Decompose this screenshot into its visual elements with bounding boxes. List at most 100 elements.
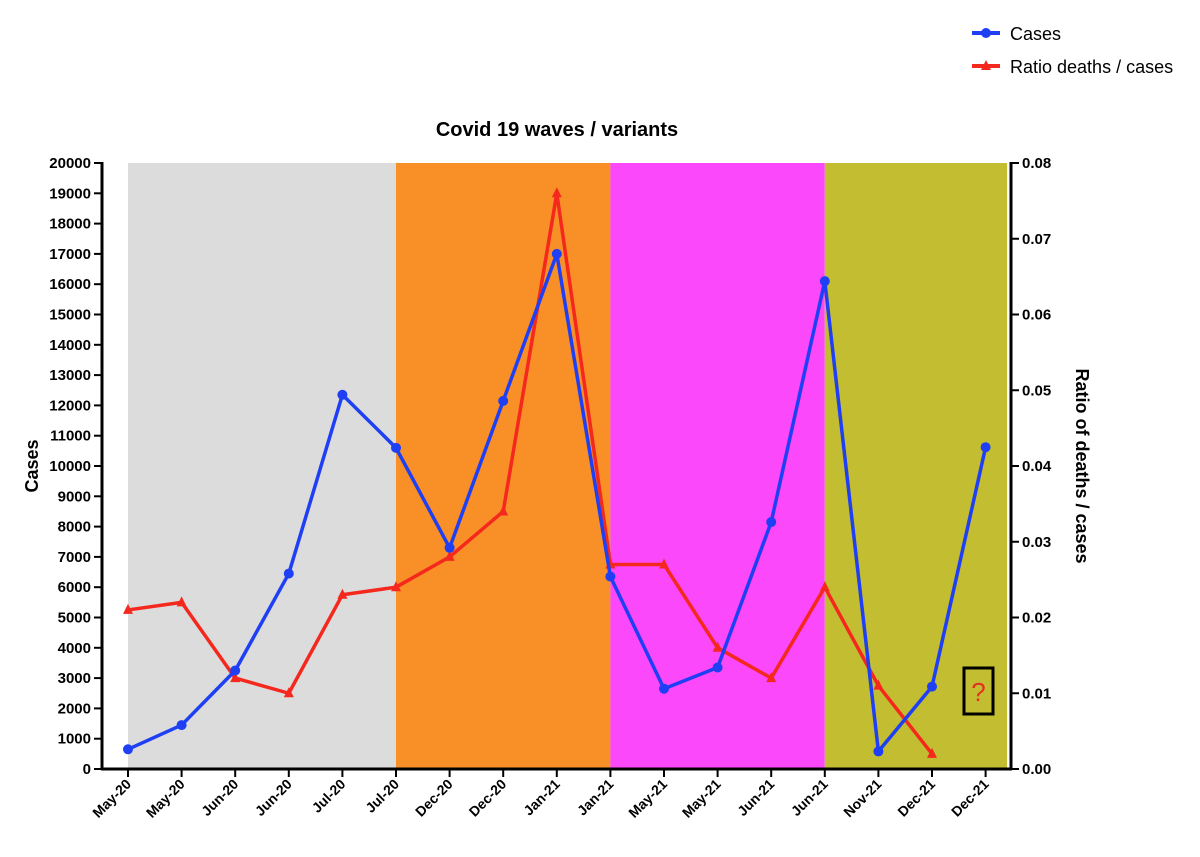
ratio-point	[391, 581, 401, 592]
y-tick-label: 12000	[49, 397, 91, 414]
y-tick-label: 20000	[49, 155, 91, 172]
y-tick-label: 16000	[49, 276, 91, 293]
cases-point	[230, 665, 241, 676]
cases-point	[444, 542, 455, 553]
cases-point	[712, 662, 723, 673]
cases-point	[605, 571, 616, 582]
legend-label-cases: Cases	[1010, 24, 1061, 44]
x-tick-label: Jun-20	[252, 776, 295, 819]
wave-band-3	[610, 163, 825, 769]
y2-tick-label: 0.01	[1022, 685, 1051, 702]
ratio-point	[927, 747, 937, 758]
ratio-point	[659, 558, 669, 569]
y-tick-label: 0	[83, 761, 91, 778]
ratio-point	[551, 187, 562, 198]
cases-point	[337, 389, 348, 400]
y2-tick-label: 0.02	[1022, 610, 1051, 627]
series-line-ratio	[127, 191, 934, 755]
wave-band-2	[396, 163, 611, 769]
question-annotation: ?	[962, 666, 995, 716]
legend-item-ratio: Ratio deaths / cases	[972, 57, 1173, 77]
y-tick-label: 3000	[58, 670, 91, 687]
cases-point	[766, 517, 777, 528]
cases-point	[819, 276, 830, 287]
x-tick-label: Jun-21	[734, 776, 777, 819]
annotation-text: ?	[971, 677, 985, 707]
x-tick-label: Jan-21	[574, 776, 617, 819]
ratio-point	[498, 505, 509, 516]
cases-series	[123, 248, 991, 757]
cases-point	[391, 442, 401, 453]
y-tick-label: 2000	[58, 700, 91, 717]
ratio-point	[176, 596, 187, 607]
x-tick-label: Jul-20	[362, 776, 402, 816]
x-tick-label: Jun-21	[788, 776, 831, 819]
y2-axis-title: Ratio of deaths / cases	[1072, 368, 1092, 563]
x-tick-label: Jun-20	[198, 776, 241, 819]
y-tick-label: 8000	[58, 519, 91, 536]
chart-title: Covid 19 waves / variants	[436, 119, 678, 141]
ratio-point	[444, 550, 455, 561]
wave-bands	[128, 163, 1008, 769]
x-tick-label: Dec-20	[466, 776, 510, 820]
annotation-box	[962, 666, 995, 716]
ratio-point	[819, 581, 830, 592]
ratio-series	[123, 187, 937, 758]
y-tick-label: 15000	[49, 307, 91, 324]
ratio-point	[712, 641, 723, 652]
y-tick-label: 11000	[50, 428, 91, 445]
legend: Cases Ratio deaths / cases	[972, 24, 1173, 77]
y-tick-label: 1000	[58, 731, 91, 748]
cases-point	[927, 681, 937, 692]
cases-point	[551, 248, 562, 259]
y2-tick-label: 0.04	[1022, 458, 1052, 475]
x-tick-label: Jul-20	[309, 776, 349, 816]
legend-marker-cases	[981, 28, 991, 38]
x-tick-label: Jan-21	[520, 776, 563, 819]
y-tick-label: 13000	[49, 367, 91, 384]
right-axis-ticks: 0.00 0.01 0.02 0.03 0.04 0.05 0.06 0.07 0.08	[1011, 155, 1052, 778]
y2-tick-label: 0.06	[1022, 307, 1051, 324]
cases-point	[176, 720, 187, 731]
x-tick-label: Nov-21	[840, 776, 884, 820]
legend-label-ratio: Ratio deaths / cases	[1010, 57, 1173, 77]
y-tick-label: 9000	[58, 488, 91, 505]
cases-point	[873, 746, 884, 757]
left-axis-ticks: 0 1000 2000 3000 4000 5000 6000 7000 8000 9000 100…	[49, 155, 102, 778]
y-axis-title: Cases	[22, 439, 42, 492]
y-tick-label: 18000	[49, 216, 91, 233]
x-tick-label: May-21	[679, 776, 724, 821]
x-tick-label: Dec-21	[894, 776, 938, 820]
ratio-point	[337, 588, 348, 599]
x-tick-label: May-20	[89, 776, 134, 821]
x-tick-label: Dec-20	[412, 776, 456, 820]
y-tick-label: 6000	[58, 579, 91, 596]
ratio-point	[230, 672, 241, 683]
ratio-point	[873, 679, 884, 690]
y-tick-label: 14000	[49, 337, 91, 354]
y2-tick-label: 0.00	[1022, 761, 1051, 778]
legend-marker-ratio	[981, 60, 991, 70]
wave-band-1	[128, 163, 396, 769]
y-tick-label: 7000	[58, 549, 91, 566]
y2-tick-label: 0.03	[1022, 534, 1051, 551]
y-tick-label: 4000	[58, 640, 91, 657]
cases-point	[283, 568, 294, 579]
y-tick-label: 17000	[49, 246, 91, 263]
x-tick-label: May-21	[625, 776, 670, 821]
x-axis-ticks: May-20 May-20 Jun-20 Jun-20 Jul-20 Jul-20 Dec-…	[89, 769, 992, 821]
ratio-point	[283, 687, 294, 698]
ratio-point	[766, 672, 777, 683]
cases-point	[980, 442, 991, 453]
y2-tick-label: 0.08	[1022, 155, 1051, 172]
ratio-point	[123, 603, 133, 614]
cases-point	[123, 744, 133, 755]
y-tick-label: 10000	[49, 458, 91, 475]
y2-tick-label: 0.07	[1022, 231, 1051, 248]
cases-point	[659, 683, 669, 694]
y-tick-label: 5000	[58, 610, 91, 627]
cases-point	[498, 395, 509, 406]
x-tick-label: May-20	[143, 776, 188, 821]
legend-item-cases: Cases	[972, 24, 1061, 44]
